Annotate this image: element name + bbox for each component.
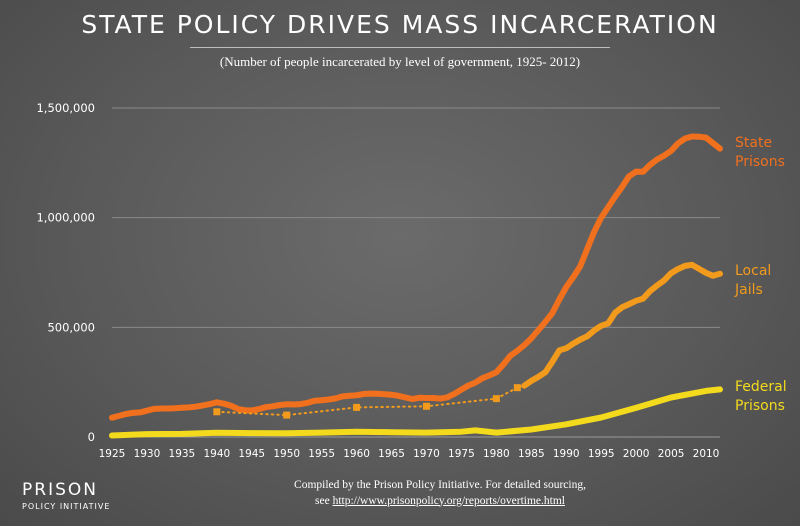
y-tick-label: 1,500,000 <box>36 101 95 115</box>
local-jails-survey-point <box>353 403 361 411</box>
y-tick-label: 1,000,000 <box>36 211 95 225</box>
local-jails-label: Jails <box>734 282 763 298</box>
local-jails-survey-point <box>213 408 221 416</box>
series-labels: State Prisons Local Jails Federal Prisons <box>734 135 787 414</box>
chart-subtitle: (Number of people incarcerated by level … <box>219 54 581 69</box>
state-prisons-line <box>109 133 723 421</box>
x-tick-label: 1930 <box>134 448 161 460</box>
x-tick-label: 1980 <box>483 448 510 460</box>
local-jails-survey-point <box>513 384 521 392</box>
x-tick-label: 1965 <box>378 448 405 460</box>
federal-prisons-label: Federal <box>735 379 787 395</box>
y-axis-tick-labels: 0 500,000 1,000,000 1,500,000 <box>36 101 95 444</box>
x-tick-label: 2005 <box>658 448 685 460</box>
logo-main-text: PRISON <box>22 480 98 500</box>
x-tick-label: 1995 <box>588 448 615 460</box>
title-divider <box>190 47 610 48</box>
x-tick-label: 1945 <box>238 448 265 460</box>
x-tick-label: 1925 <box>99 448 126 460</box>
state-prisons-label: State <box>735 135 772 151</box>
gridlines <box>112 107 720 438</box>
credit-line-2: see http://www.prisonpolicy.org/reports/… <box>230 494 650 510</box>
series-lines <box>109 133 723 439</box>
x-tick-label: 1975 <box>448 448 475 460</box>
x-tick-label: 1970 <box>413 448 440 460</box>
x-tick-label: 2010 <box>693 448 720 460</box>
x-tick-label: 1950 <box>273 448 300 460</box>
local-jails-line <box>521 261 723 389</box>
x-tick-label: 2000 <box>623 448 650 460</box>
logo-sub-text: POLICY INITIATIVE <box>22 502 111 511</box>
prison-policy-initiative-logo: PRISON POLICY INITIATIVE <box>22 482 110 511</box>
y-tick-label: 0 <box>88 430 95 444</box>
local-jails-survey-point <box>283 411 291 419</box>
federal-prisons-label: Prisons <box>735 398 785 414</box>
chart-title: STATE POLICY DRIVES MASS INCARCERATION <box>81 10 719 39</box>
y-tick-label: 500,000 <box>47 320 95 334</box>
credit-line-1: Compiled by the Prison Policy Initiative… <box>294 479 586 491</box>
x-tick-label: 1960 <box>343 448 370 460</box>
local-jails-label: Local <box>735 263 771 279</box>
x-tick-label: 1990 <box>553 448 580 460</box>
local-jails-survey-point <box>422 402 430 410</box>
x-tick-label: 1985 <box>518 448 545 460</box>
x-tick-label: 1935 <box>169 448 196 460</box>
credit-prefix: see <box>315 494 330 507</box>
x-tick-label: 1955 <box>308 448 335 460</box>
federal-prisons-line <box>109 386 723 439</box>
x-tick-label: 1940 <box>203 448 230 460</box>
local-jails-survey-point <box>492 395 500 403</box>
source-credit: Compiled by the Prison Policy Initiative… <box>230 478 650 509</box>
x-axis-tick-labels: 1925 1930 1935 1940 1945 1950 1955 1960 1965 1970… <box>99 448 720 460</box>
state-prisons-label: Prisons <box>735 154 785 170</box>
source-link[interactable]: http://www.prisonpolicy.org/reports/over… <box>332 494 565 507</box>
